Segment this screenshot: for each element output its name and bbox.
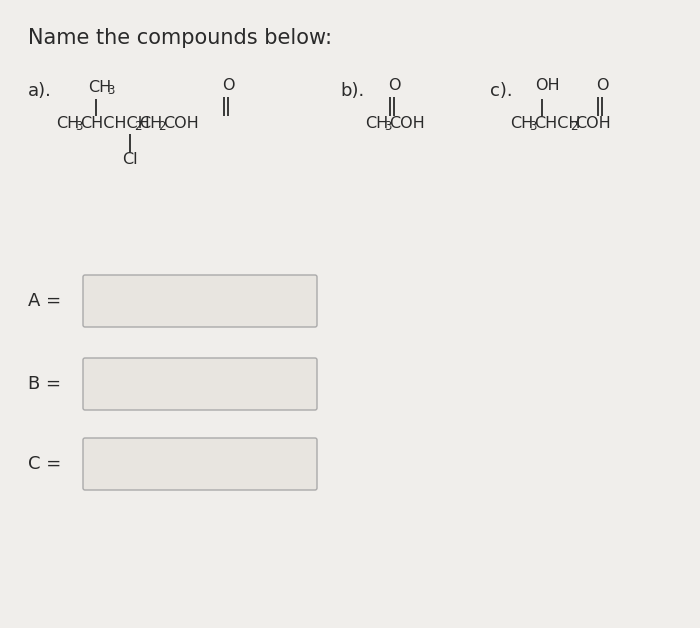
Text: C =: C = (28, 455, 62, 473)
Text: COH: COH (163, 116, 199, 131)
Text: OH: OH (535, 78, 559, 93)
Text: COH: COH (389, 116, 425, 131)
Text: CH: CH (510, 116, 533, 131)
Text: CH: CH (56, 116, 79, 131)
Text: 3: 3 (384, 120, 391, 133)
Text: CH: CH (365, 116, 388, 131)
Text: 3: 3 (107, 84, 114, 97)
Text: COH: COH (575, 116, 610, 131)
Text: Cl: Cl (122, 152, 138, 167)
Text: 3: 3 (75, 120, 83, 133)
Text: b).: b). (340, 82, 364, 100)
Text: Name the compounds below:: Name the compounds below: (28, 28, 332, 48)
Text: c).: c). (490, 82, 512, 100)
Text: 2: 2 (158, 120, 165, 133)
Text: CHCH: CHCH (534, 116, 580, 131)
Text: O: O (596, 78, 608, 93)
FancyBboxPatch shape (83, 438, 317, 490)
Text: 2: 2 (134, 120, 141, 133)
FancyBboxPatch shape (83, 358, 317, 410)
Text: CH: CH (139, 116, 162, 131)
Text: CH: CH (88, 80, 111, 95)
Text: CHCHCH: CHCHCH (80, 116, 150, 131)
Text: A =: A = (28, 292, 61, 310)
Text: a).: a). (28, 82, 52, 100)
Text: O: O (388, 78, 400, 93)
Text: B =: B = (28, 375, 61, 393)
FancyBboxPatch shape (83, 275, 317, 327)
Text: 2: 2 (570, 120, 578, 133)
Text: 3: 3 (529, 120, 536, 133)
Text: O: O (222, 78, 235, 93)
